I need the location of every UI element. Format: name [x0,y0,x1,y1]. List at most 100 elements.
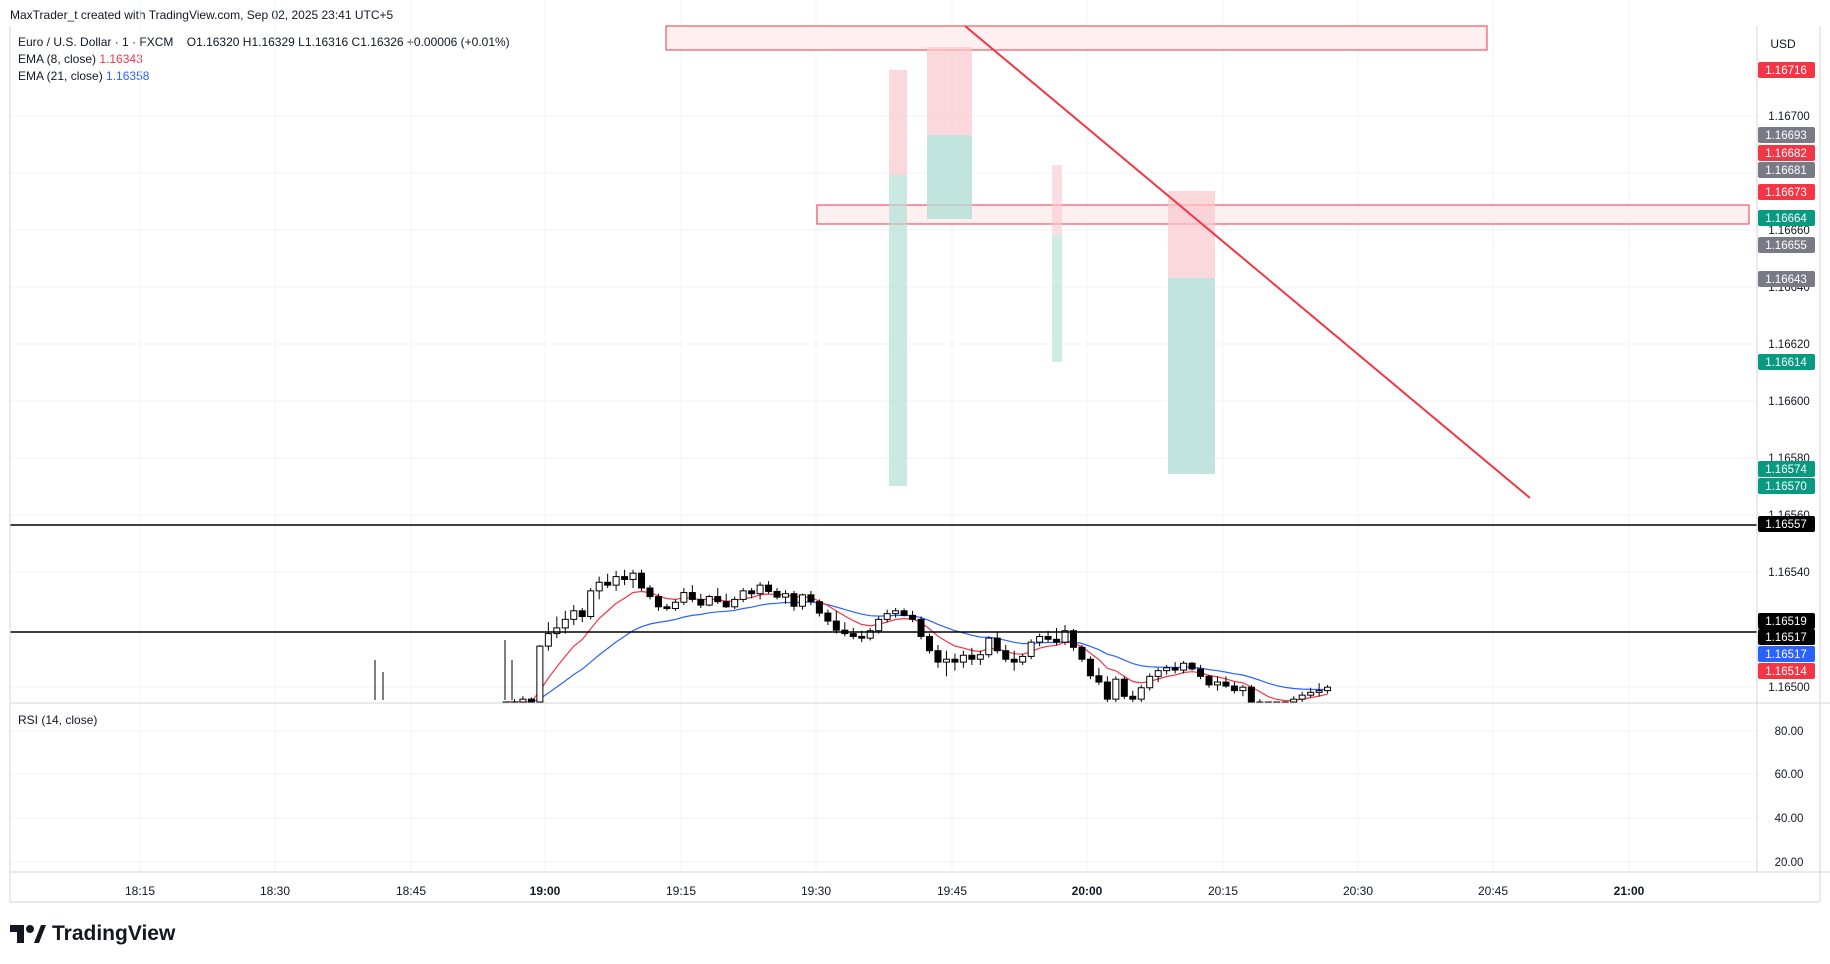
rsi-tick-label: 60.00 [1775,769,1804,781]
x-tick-label: 19:15 [666,884,696,898]
candle-body [1247,686,1255,703]
candle-body [1095,675,1103,683]
candle-body [900,610,908,616]
candle-body [1069,630,1077,648]
y-tick-label: 1.16700 [1768,111,1810,123]
legend-ema8-row[interactable]: EMA (8, close) 1.16343 [18,51,510,68]
legend-ohlc: O1.16320 H1.16329 L1.16316 C1.16326 +0.0… [186,35,510,49]
price-tags: 1.16716 1.16693 1.16682 1.16681 1.16673 1.166… [1758,62,1815,679]
candle-body [595,581,603,592]
candle-body [612,576,620,586]
candle-body [1154,670,1162,677]
price-tag-label: 1.16517 [1765,632,1807,644]
price-tag: 1.16557 [1758,516,1815,532]
price-tag-label: 1.16643 [1765,274,1807,286]
candle-body [570,610,578,620]
candle-body [875,618,883,632]
price-tag-bg [1758,461,1815,477]
price-tag: 1.16655 [1758,237,1815,253]
price-tag-label: 1.16570 [1765,481,1807,493]
candle-body [739,590,747,600]
price-tag-bg [1758,663,1815,679]
stop-zone-1 [889,70,907,175]
candle-body [892,610,900,615]
price-tag-bg [1758,127,1815,143]
candle-body [756,584,764,595]
price-tag-bg [1758,354,1815,370]
candle-body [942,658,950,663]
candle-body [604,581,612,586]
chart-axes: 18:15 18:30 18:45 19:00 19:15 19:30 19:45 20:00… [9,26,1830,903]
candle-body [815,601,823,614]
price-tag-label: 1.16614 [1765,357,1807,369]
price-tag-bg [1758,516,1815,532]
x-tick-label: 20:45 [1478,884,1508,898]
candle-body [849,633,857,637]
candle-body [909,614,917,620]
price-tag: 1.16517 [1758,629,1815,645]
x-tick-label: 21:00 [1614,884,1645,898]
price-tag-label: 1.16716 [1765,65,1807,77]
candle-body [578,610,586,617]
candle-body [934,650,942,663]
price-tag-label: 1.16664 [1765,213,1807,225]
candle-body [976,654,984,660]
price-tag: 1.16643 [1758,271,1815,287]
candle-body [646,587,654,598]
candle-body [553,627,561,635]
tradingview-logo-icon [10,925,46,943]
candle-body [1298,694,1306,700]
tradingview-logo[interactable]: TradingView [10,922,175,946]
price-tag: 1.16514 [1758,663,1815,679]
price-tag: 1.16681 [1758,162,1815,178]
candle-body [722,601,730,608]
candle-body [1315,690,1323,693]
price-tag-bg [1758,62,1815,78]
candle-body [714,596,722,603]
candle-body [654,596,662,608]
x-tick-label: 18:15 [125,884,155,898]
legend-ema21-row[interactable]: EMA (21, close) 1.16358 [18,68,510,85]
legend-ema21-label: EMA (21, close) [18,69,103,83]
price-tag: 1.16614 [1758,354,1815,370]
price-tag: 1.16693 [1758,127,1815,143]
tradingview-logo-text: TradingView [52,922,176,945]
x-tick-label: 20:00 [1072,884,1103,898]
candle-body [858,635,866,639]
price-tag-label: 1.16514 [1765,666,1807,678]
candle-body [680,592,688,603]
candle-body [1290,698,1298,703]
candle-body [1027,641,1035,657]
price-tag: 1.16574 [1758,461,1815,477]
candle-body [731,598,739,608]
rsi-tick-label: 80.00 [1775,726,1804,738]
chart-attribution: MaxTrader_t created with TradingView.com… [10,8,394,22]
candle-body [1112,678,1120,700]
candle-body [748,590,756,595]
candle-body [587,590,595,617]
y-tick-label: 1.16660 [1768,225,1810,237]
price-tag-label: 1.16557 [1765,519,1807,531]
candle-body [671,601,679,610]
y-tick-label: 1.16500 [1768,682,1810,694]
candle-body [1197,668,1205,677]
candle-body [1222,681,1230,687]
drawn-lines [10,25,1757,633]
candle-body [917,618,925,637]
price-tag-bg [1758,271,1815,287]
candle-body [1061,630,1069,643]
candle-body [866,630,874,639]
candle-body [697,598,705,606]
chart-grid [10,0,1757,872]
price-tag-label: 1.16693 [1765,130,1807,142]
candle-body [561,618,569,629]
rsi-pane-label[interactable]: RSI (14, close) [18,713,98,727]
legend-symbol-row[interactable]: Euro / U.S. Dollar · 1 · FXCM O1.16320 H… [18,34,510,51]
price-tag-bg [1758,162,1815,178]
target-zone-2 [927,135,972,219]
price-tag-bg [1758,646,1815,662]
chart-zones [665,25,1750,486]
candle-body [985,637,993,656]
candle-body [1129,695,1137,700]
